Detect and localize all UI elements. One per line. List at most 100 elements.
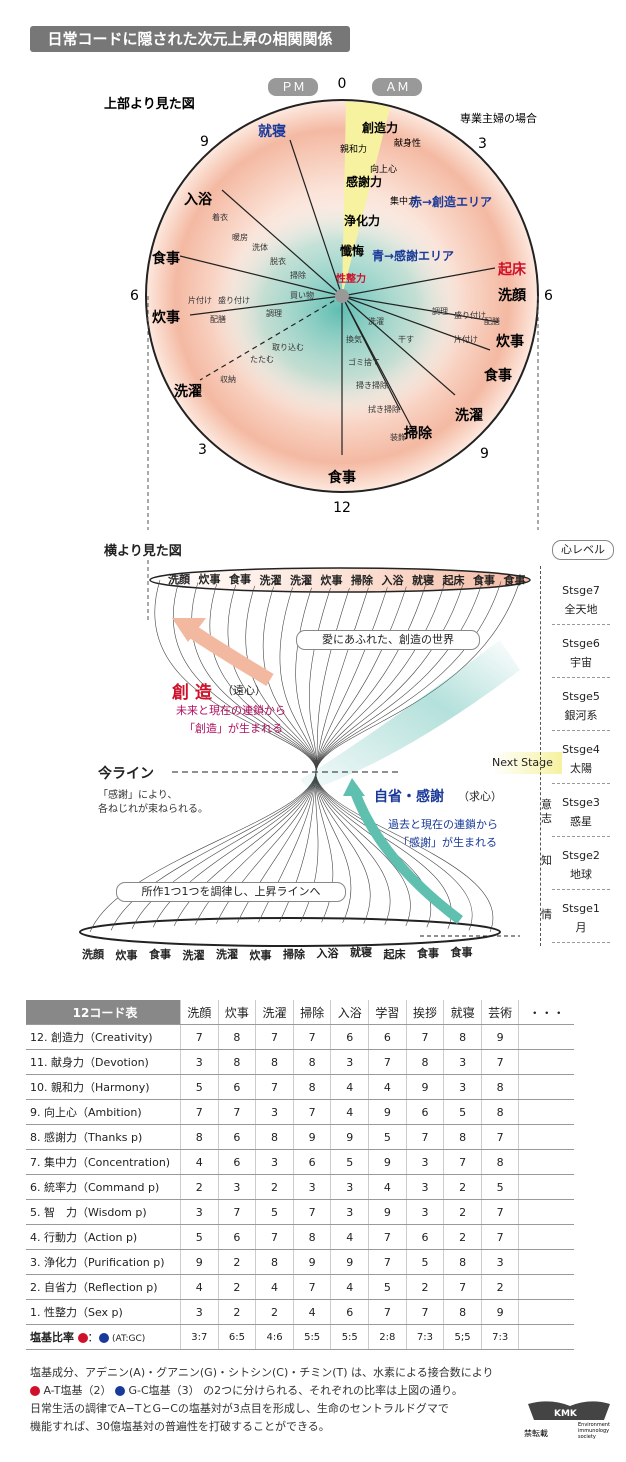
side-char-chi: 知 (541, 854, 552, 867)
table-cell: 9 (330, 1249, 369, 1275)
label-shokuji-right: 食事 (484, 367, 512, 384)
label-haizen-left: 配膳 (210, 314, 226, 324)
label-sentaku-right: 洗濯 (455, 407, 483, 424)
thanks-glow (300, 640, 520, 790)
label-harmony: 親和力 (340, 143, 367, 155)
label-fukisouji: 拭き掃除 (368, 404, 400, 414)
table-cell: 2 (217, 1274, 256, 1300)
table-cell: 8 (217, 1049, 256, 1075)
label-hakisouji: 掃き掃除 (356, 380, 388, 390)
row-label: 12. 創造力（Creativity) (26, 1024, 181, 1050)
table-cell: 5 (255, 1199, 294, 1225)
column-header: 入浴 (330, 1000, 369, 1025)
side-char-i: 意 (541, 798, 552, 811)
thanks-arrow (350, 790, 464, 924)
column-header: 挨拶 (405, 1000, 444, 1025)
top-view-diagram: 0 3 6 9 12 3 6 9 上部より見た図 専業主婦の場合 創造力 献身性… (104, 76, 553, 530)
ratio-cell: 7:3 (480, 1324, 519, 1350)
logo-jp: 禁転載 (524, 1428, 548, 1438)
footnote-line2: A-T塩基（2） G-C塩基（3） の2つに分けられる、それぞれの比率は上図の通… (30, 1382, 530, 1400)
table-cell: 7 (368, 1224, 407, 1250)
label-souji: 掃除 (404, 425, 433, 442)
label-moritsuke-right: 盛り付け (454, 310, 486, 320)
level-item: Stsge1 月 (552, 890, 610, 943)
clock-9-right: 9 (480, 446, 489, 462)
table-cell: 8 (292, 1224, 331, 1250)
label-sentai: 洗体 (252, 242, 268, 252)
table-cell: 6 (217, 1074, 256, 1100)
row-label: 2. 自省力（Reflection p) (26, 1274, 181, 1300)
ring-label: 起床 (442, 574, 465, 587)
label-concentration: 集中力 (390, 195, 417, 207)
level-stage: Stsge7 (562, 584, 600, 597)
ring-label: 洗濯 (182, 949, 205, 962)
creation-sub: （遠心） (222, 684, 266, 697)
thanks-area (210, 195, 470, 425)
table-cell: 7 (180, 1099, 219, 1125)
reflect-title: 自省・感謝 (374, 789, 444, 805)
ring-label: 入浴 (316, 947, 339, 960)
table-cell: 8 (480, 1074, 519, 1100)
creation-line2: 「創造」が生まれる (184, 722, 283, 735)
table-cell: 5 (180, 1224, 219, 1250)
level-stage: Stsge4 (562, 743, 600, 756)
creation-arrow (186, 624, 274, 687)
table-cell: 8 (480, 1149, 519, 1175)
table-cell: 7 (480, 1199, 519, 1225)
reflect-line2: 「感謝」が生まれる (398, 836, 497, 849)
label-shuno: 収納 (220, 374, 236, 384)
label-sentaku-left: 洗濯 (174, 383, 202, 400)
table-cell: 8 (480, 1099, 519, 1125)
table-row: 6. 統率力（Command p) 2 3 2 3 3 4 3 2 5 (26, 1174, 574, 1200)
row-label: 10. 親和力（Harmony) (26, 1074, 181, 1100)
red-area-label: 赤→創造エリア (410, 194, 492, 209)
rise-box: 所作1つ1つを調律し、上昇ラインへ (116, 882, 346, 902)
ratio-sep: ： (87, 1331, 99, 1344)
table-row: 7. 集中力（Concentration) 4 6 3 6 5 9 3 7 8 (26, 1149, 574, 1175)
table-cell (518, 1199, 574, 1225)
table-cell: 7 (180, 1024, 219, 1050)
clock-6-left: 6 (130, 288, 139, 304)
table-cell: 8 (405, 1049, 444, 1075)
table-cell: 5 (443, 1099, 482, 1125)
clock-12: 12 (333, 500, 351, 516)
level-name: 地球 (570, 868, 592, 881)
ratio-cell: 2:8 (368, 1324, 407, 1350)
table-cell: 7 (368, 1249, 407, 1275)
table-cell: 9 (480, 1024, 519, 1050)
ring-label: 食事 (149, 948, 171, 961)
creation-arrow-head (172, 618, 206, 642)
table-cell: 6 (368, 1024, 407, 1050)
table-cell: 9 (480, 1299, 519, 1325)
table-cell (518, 1174, 574, 1200)
table-cell: 9 (330, 1124, 369, 1150)
table-cell: 6 (405, 1099, 444, 1125)
level-stage: Stsge6 (562, 637, 600, 650)
table-cell: 4 (180, 1149, 219, 1175)
table-cell: 6 (292, 1149, 331, 1175)
ratio-cell: 3:7 (180, 1324, 219, 1350)
label-katazuke-right: 片付け (454, 334, 478, 344)
level-item: Stsge5 銀河系 (552, 678, 610, 731)
side-char-jo: 情 (541, 908, 552, 921)
table-cell: 3 (443, 1074, 482, 1100)
table-row: 11. 献身力（Devotion) 3 8 8 8 3 7 8 3 7 (26, 1049, 574, 1075)
column-header: 学習 (368, 1000, 407, 1025)
logo-sub2: immunology (578, 1428, 609, 1434)
table-cell: 4 (180, 1274, 219, 1300)
table-cell (518, 1099, 574, 1125)
table-cell: 3 (180, 1299, 219, 1325)
row-label: 3. 浄化力（Purification p) (26, 1249, 181, 1275)
table-cell: 8 (443, 1299, 482, 1325)
ring-label: 掃除 (283, 948, 305, 961)
side-view-diagram (79, 560, 531, 947)
top-ring (149, 567, 531, 593)
table-cell (518, 1049, 574, 1075)
footnote-line3: 日常生活の調律でA−TとG−Cの塩基対が3点目を形成し、生命のセントラルドグマで (30, 1402, 449, 1415)
table-cell: 7 (443, 1149, 482, 1175)
logo-sub1: Environment (578, 1422, 610, 1428)
table-cell: 9 (405, 1074, 444, 1100)
table-cell: 8 (217, 1024, 256, 1050)
row-label: 7. 集中力（Concentration) (26, 1149, 181, 1175)
table-cell: 7 (405, 1024, 444, 1050)
